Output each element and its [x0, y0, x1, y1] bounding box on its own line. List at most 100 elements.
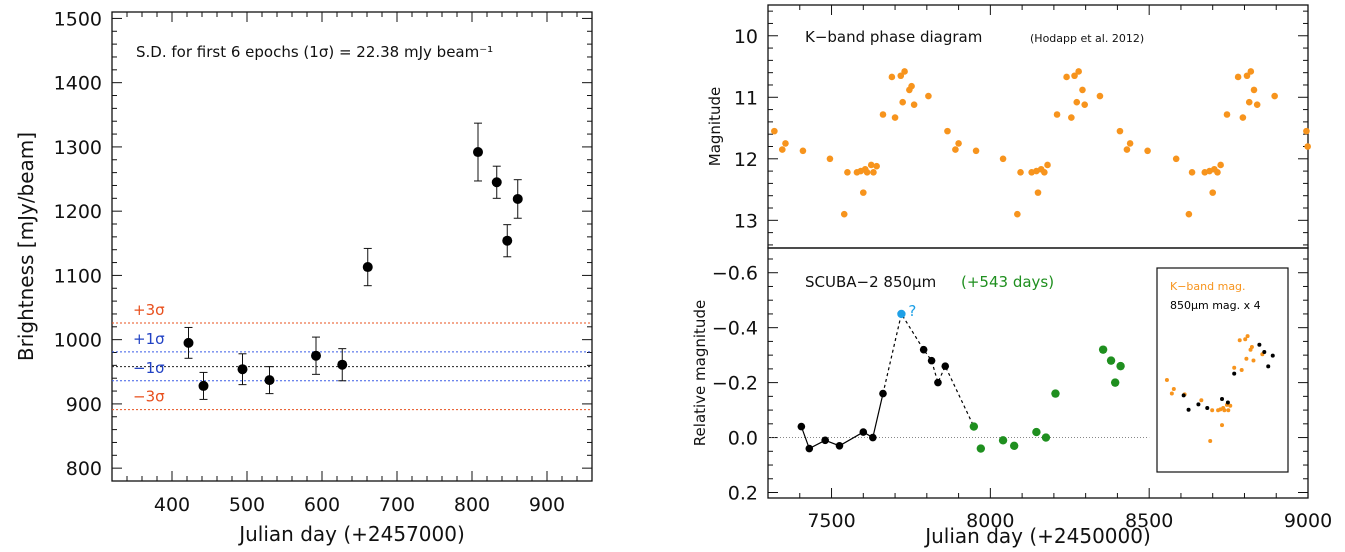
inset-850um-point — [1196, 402, 1201, 407]
left-x-tick-label: 600 — [304, 494, 340, 516]
scuba-title-note: (+543 days) — [961, 273, 1054, 291]
inset-kband-point — [1199, 398, 1204, 403]
inset-850um-point — [1266, 364, 1271, 369]
scuba-point-green — [1009, 441, 1019, 451]
data-point — [198, 380, 209, 391]
kband-point — [1239, 114, 1247, 121]
kband-point — [1223, 111, 1231, 118]
inset-850um-point — [1232, 371, 1237, 376]
kband-point — [863, 169, 871, 176]
inset-kband-point — [1222, 408, 1227, 413]
kband-point — [1068, 114, 1075, 121]
bottom-right-x-tick-label: 8000 — [966, 510, 1014, 532]
inset-kband-point — [1226, 408, 1231, 413]
reference-line-label: +1σ — [133, 330, 165, 348]
inset-kband-point — [1210, 408, 1215, 413]
inset-kband-point — [1239, 368, 1244, 373]
kband-point — [859, 189, 867, 196]
kband-point — [1188, 169, 1196, 176]
scuba-point-black — [859, 428, 868, 436]
kband-point — [1243, 72, 1251, 80]
kband-point — [897, 72, 905, 80]
inset-kband-point — [1164, 377, 1169, 382]
kband-title-note: (Hodapp et al. 2012) — [1030, 32, 1144, 45]
kband-point — [840, 210, 848, 218]
inset-kband-point — [1232, 365, 1237, 370]
scuba-point-green — [1110, 378, 1120, 387]
scuba-point-green — [976, 444, 986, 453]
inset-850um-point — [1270, 353, 1275, 358]
inset-850um-point — [1262, 349, 1267, 354]
kband-point — [1073, 98, 1081, 106]
scuba-title: SCUBA−2 850μm — [805, 273, 936, 291]
left-x-tick-label: 700 — [379, 494, 415, 516]
bottom-right-y-tick-label: 0.2 — [728, 483, 758, 505]
inset-legend-kband: K−band mag. — [1170, 280, 1246, 293]
kband-point — [888, 73, 896, 81]
kband-point — [799, 147, 807, 155]
kband-point — [879, 111, 887, 118]
scuba-point-green — [1032, 427, 1041, 437]
kband-point — [1044, 161, 1051, 169]
kband-point — [1096, 92, 1104, 100]
scuba-point-green — [969, 422, 979, 431]
kband-point — [999, 155, 1007, 163]
kband-point — [1126, 140, 1134, 147]
scuba-point-black — [805, 444, 814, 453]
inset-kband-point — [1244, 356, 1249, 361]
kband-point — [1245, 98, 1253, 106]
kband-point — [1209, 189, 1217, 196]
left-y-tick-label: 800 — [66, 458, 102, 480]
inset-kband-point — [1220, 423, 1225, 428]
left-x-tick-label: 800 — [454, 494, 490, 516]
kband-point — [771, 127, 778, 135]
kband-point — [1303, 127, 1310, 135]
kband-point — [944, 127, 951, 135]
kband-point — [1123, 146, 1131, 153]
scuba-point-black — [869, 433, 877, 442]
left-x-tick-label: 500 — [229, 494, 265, 516]
data-point — [502, 235, 513, 246]
inset-kband-point — [1208, 438, 1213, 443]
data-point — [237, 364, 248, 375]
inset-850um-point — [1186, 407, 1191, 412]
kband-point — [1172, 155, 1180, 163]
scuba-point-black — [941, 362, 950, 370]
scuba-point-green — [1116, 361, 1125, 371]
scuba-point-green — [1106, 356, 1116, 365]
kband-point — [1041, 169, 1048, 176]
kband-title: K−band phase diagram — [805, 28, 982, 46]
kband-point — [1304, 143, 1311, 150]
scuba-point-black — [835, 442, 844, 450]
kband-point — [955, 140, 962, 147]
top-right-y-tick-label: 10 — [734, 26, 758, 48]
inset-legend-850um: 850μm mag. x 4 — [1170, 299, 1261, 312]
kband-point — [1253, 101, 1261, 108]
kband-point — [1247, 68, 1255, 75]
kband-point — [1071, 72, 1078, 80]
kband-point — [972, 147, 980, 155]
kband-point — [891, 114, 899, 121]
inset-kband-point — [1243, 337, 1248, 342]
bottom-right-y-tick-label: 0.0 — [728, 428, 758, 450]
kband-point — [826, 155, 834, 163]
scuba-point-black — [879, 389, 887, 398]
kband-point — [1116, 127, 1124, 135]
kband-point — [1214, 169, 1221, 176]
kband-point — [1250, 86, 1258, 94]
kband-point — [1017, 169, 1024, 176]
left-y-tick-label: 1000 — [54, 330, 102, 352]
data-point — [491, 177, 502, 188]
left-y-tick-label: 1300 — [54, 137, 102, 159]
kband-point — [908, 82, 915, 90]
data-point — [264, 375, 275, 386]
scuba-point-black — [821, 436, 829, 445]
inset-kband-point — [1171, 387, 1176, 391]
kband-point — [1081, 101, 1088, 108]
kband-point — [1144, 147, 1151, 155]
data-point — [337, 359, 348, 370]
scuba-point-black — [919, 345, 928, 354]
kband-point — [844, 169, 851, 176]
kband-point — [870, 169, 877, 176]
scuba-point-green — [1051, 389, 1060, 398]
